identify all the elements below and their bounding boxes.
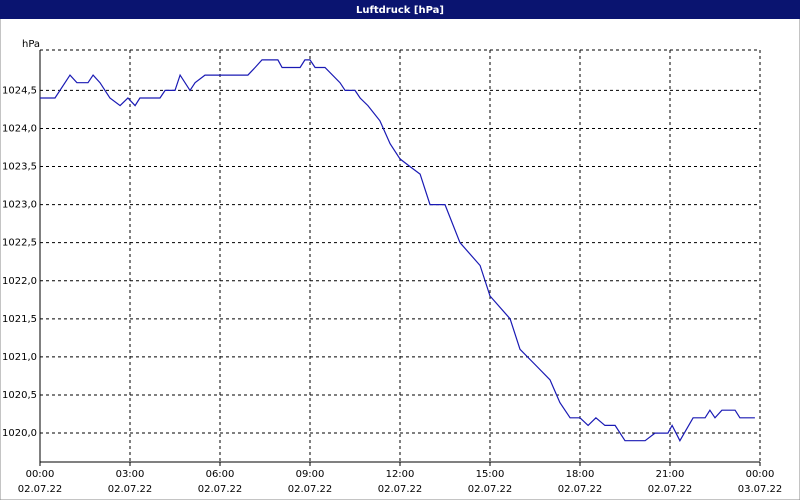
chart-title: Luftdruck [hPa] <box>356 5 444 16</box>
x-tick-label: 00:00 <box>26 469 55 480</box>
x-tick-label: 12:00 <box>386 469 415 480</box>
x-tick-label: 21:00 <box>656 469 685 480</box>
title-bar <box>0 0 800 19</box>
y-tick-label: 1024,0 <box>2 123 37 134</box>
x-tick-label: 00:00 <box>746 469 775 480</box>
x-tick-label: 03:00 <box>116 469 145 480</box>
x-tick-label: 18:00 <box>566 469 595 480</box>
y-tick-label: 1021,5 <box>2 314 37 325</box>
y-tick-label: 1023,5 <box>2 162 37 173</box>
x-tick-date: 02.07.22 <box>648 484 693 495</box>
y-tick-label: 1022,0 <box>2 276 37 287</box>
x-tick-date: 02.07.22 <box>468 484 513 495</box>
x-tick-date: 02.07.22 <box>288 484 333 495</box>
y-tick-label: 1021,0 <box>2 352 37 363</box>
y-tick-label: 1022,5 <box>2 238 37 249</box>
y-tick-label: 1024,5 <box>2 85 37 96</box>
x-tick-date: 02.07.22 <box>108 484 153 495</box>
x-tick-date: 02.07.22 <box>378 484 423 495</box>
y-axis-label: hPa <box>22 39 40 50</box>
x-tick-label: 06:00 <box>206 469 235 480</box>
x-tick-date: 02.07.22 <box>198 484 243 495</box>
y-tick-label: 1023,0 <box>2 200 37 211</box>
x-tick-label: 15:00 <box>476 469 505 480</box>
data-line <box>40 59 755 442</box>
x-tick-date: 03.07.22 <box>738 484 783 495</box>
y-tick-label: 1020,5 <box>2 390 37 401</box>
x-tick-label: 09:00 <box>296 469 325 480</box>
y-tick-label: 1020,0 <box>2 428 37 439</box>
x-tick-date: 02.07.22 <box>558 484 603 495</box>
x-tick-date: 02.07.22 <box>18 484 63 495</box>
